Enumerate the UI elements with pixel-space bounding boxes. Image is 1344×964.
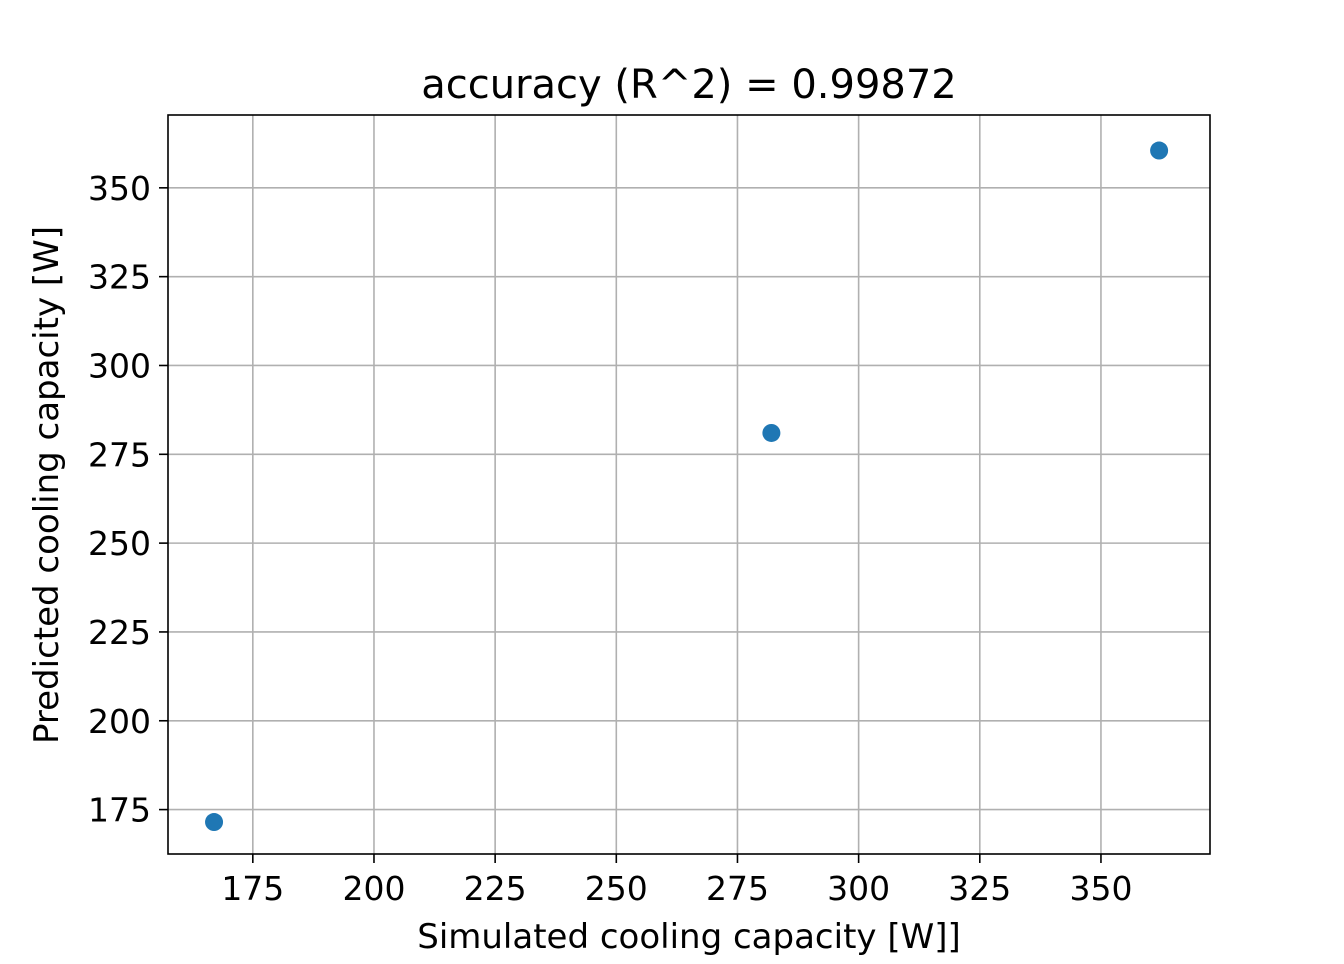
x-tick-label: 275: [706, 869, 769, 908]
x-tick-label: 200: [342, 869, 405, 908]
ticks-layer: 175 200 225 250 275 300 325 350 175 200 225 250 275 3…: [88, 169, 1132, 908]
x-tick-label: 300: [827, 869, 890, 908]
x-tick-label: 350: [1069, 869, 1132, 908]
y-tick-label: 200: [88, 702, 151, 741]
y-tick-label: 275: [88, 435, 151, 474]
y-tick-label: 175: [88, 791, 151, 830]
y-tick-label: 225: [88, 613, 151, 652]
x-tick-label: 225: [464, 869, 527, 908]
y-tick-label: 250: [88, 524, 151, 563]
x-tick-label: 325: [948, 869, 1011, 908]
x-tick-label: 175: [221, 869, 284, 908]
y-tick-label: 350: [88, 169, 151, 208]
chart-title: accuracy (R^2) = 0.99872: [421, 62, 957, 108]
data-point: [205, 813, 224, 832]
x-axis-label: Simulated cooling capacity [W]]: [417, 917, 961, 957]
y-tick-label: 300: [88, 346, 151, 385]
points-layer: [205, 141, 1169, 832]
plot-frame: [167, 114, 1211, 855]
grid-layer: [168, 115, 1210, 854]
data-point: [762, 423, 781, 442]
data-point: [1150, 141, 1169, 160]
x-tick-label: 250: [585, 869, 648, 908]
y-axis-label: Predicted cooling capacity [W]: [27, 226, 67, 744]
y-tick-label: 325: [88, 258, 151, 297]
